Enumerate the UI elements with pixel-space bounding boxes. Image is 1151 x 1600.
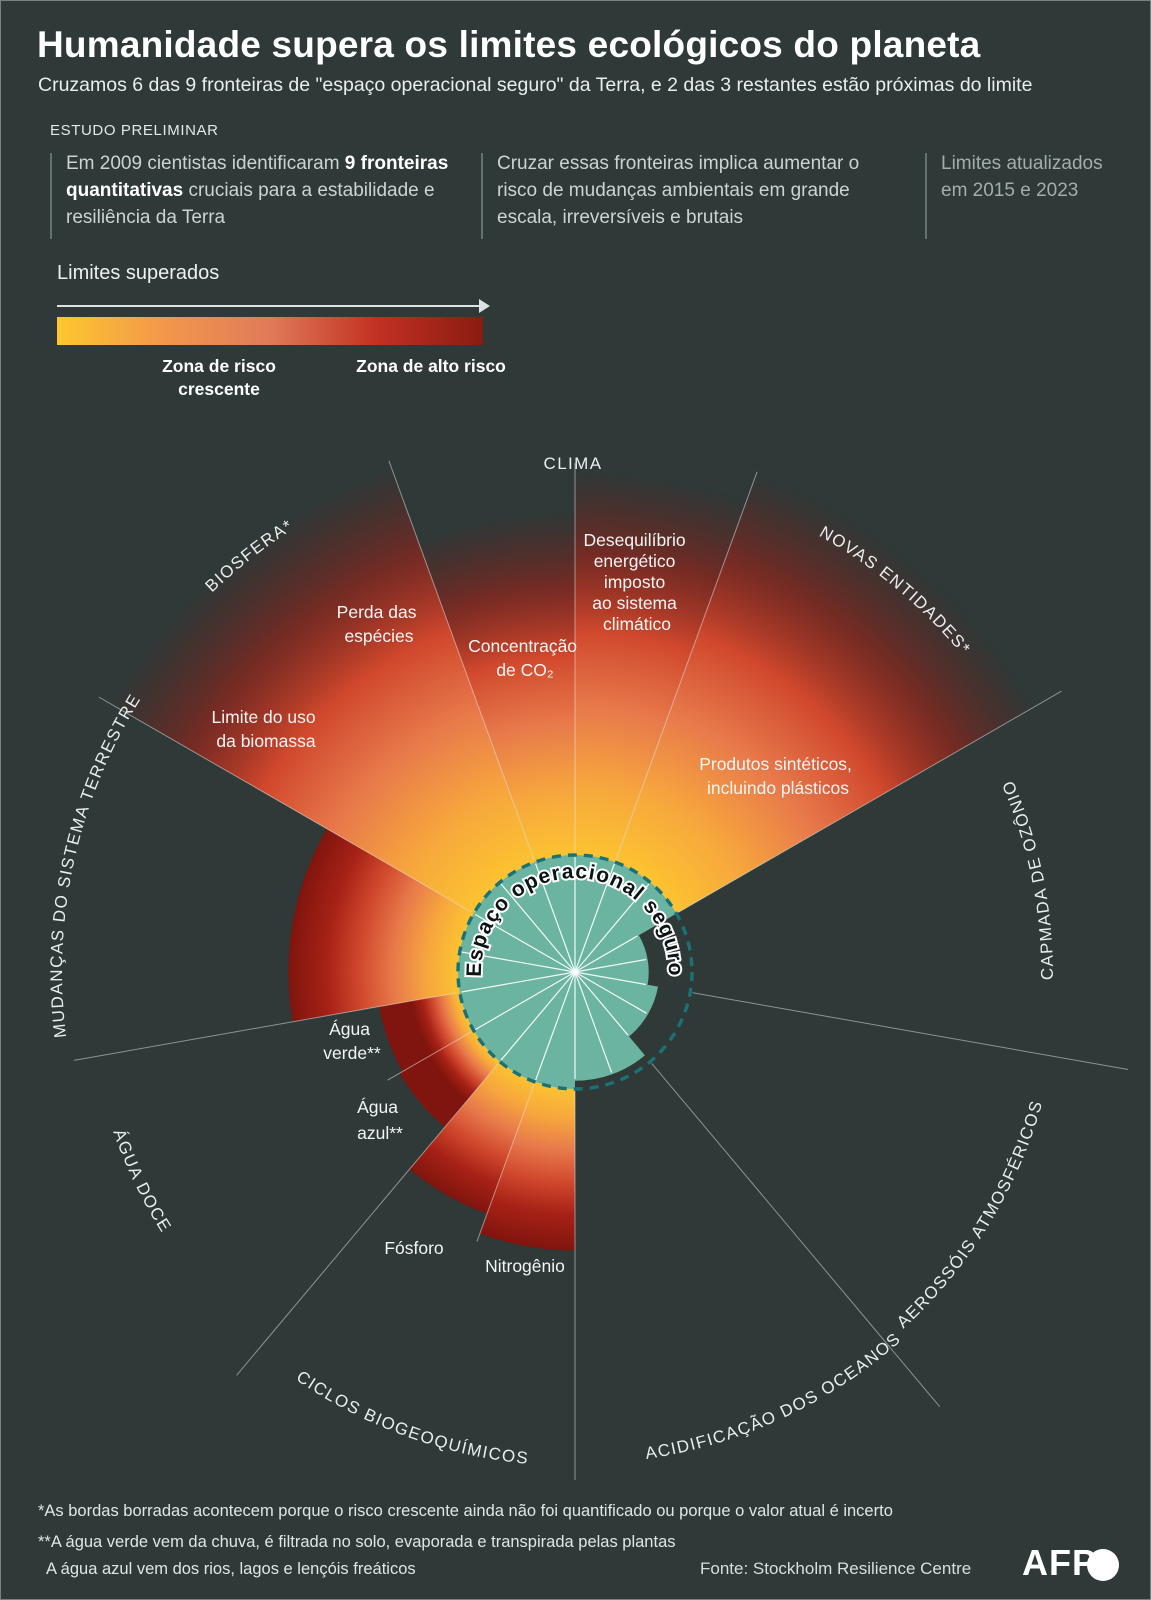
page-subtitle: Cruzamos 6 das 9 fronteiras de "espaço o… xyxy=(38,74,1033,96)
column-rule-3 xyxy=(925,153,927,239)
inner-division-line-240 xyxy=(474,971,576,1031)
inner-division-line-280 xyxy=(461,951,576,973)
sector-label-agua-doce: ÁGUA DOCE xyxy=(109,1127,175,1236)
sector-label-ciclos-biogeoquimicos: CICLOS BIOGEOQUÍMICOS xyxy=(293,1367,530,1468)
column-rule-2 xyxy=(481,153,483,239)
metric-label-nitrogenio: Nitrogênio xyxy=(485,1256,565,1276)
guide-line-340 xyxy=(388,460,535,861)
legend-zone-increasing: Zona de risco crescente xyxy=(162,356,276,399)
guide-line-100 xyxy=(692,992,1129,1070)
study-label: ESTUDO PRELIMINAR xyxy=(50,122,219,139)
guide-line-220 xyxy=(236,1063,499,1376)
boundary-dashed-circle xyxy=(456,853,694,1091)
guide-line-300 xyxy=(98,696,472,913)
inner-division-line-100 xyxy=(574,971,647,986)
sector-label-mudancas-terrestre: MUDANÇAS DO SISTEMA TERRESTRE xyxy=(47,690,145,1039)
sector-label-camada-ozonio: CAPMADA DE OZÔNIO xyxy=(998,777,1057,980)
column-rule-1 xyxy=(50,153,52,239)
intro-column-2: Cruzar essas fronteiras implica aumentar… xyxy=(497,153,860,228)
afp-logo: AFP xyxy=(1022,1542,1097,1583)
metric-label-fosforo: Fósforo xyxy=(384,1238,443,1258)
inner-division-line-220 xyxy=(500,971,576,1061)
inner-division-line-320 xyxy=(500,883,576,973)
metric-label-desequilibrio: Desequilíbrio energético imposto ao sist… xyxy=(583,530,690,634)
legend-zone-high: Zona de alto risco xyxy=(356,356,506,376)
guide-line-20 xyxy=(615,471,758,861)
wedge-co2 xyxy=(416,509,575,972)
metric-label-biomassa: Limite do uso da biomassa xyxy=(212,707,321,751)
sector-guide-lines xyxy=(73,460,1129,1480)
arrow-head-icon xyxy=(479,299,490,313)
safe-operating-space xyxy=(458,855,677,1089)
intro-col1-bold: 9 fronteiras quantitativas xyxy=(66,153,449,201)
page-title: Humanidade supera os limites ecológicos … xyxy=(37,24,981,65)
source-credit: Fonte: Stockholm Resilience Centre xyxy=(700,1559,972,1578)
inner-division-line-200 xyxy=(535,971,576,1081)
metric-label-agua-azul: Água azul** xyxy=(357,1097,403,1143)
metric-label-agua-verde: Água verde** xyxy=(323,1019,381,1063)
safe-space-shape xyxy=(458,855,677,1089)
guide-line-60 xyxy=(678,690,1062,913)
intro-col1-pre: Em 2009 cientistas identificaram xyxy=(66,153,345,174)
metric-label-produtos-sinteticos: Produtos sintéticos, incluindo plásticos xyxy=(699,754,857,798)
inner-division-line-120 xyxy=(574,971,647,1014)
inner-division-line-60 xyxy=(574,935,638,973)
metric-label-perda-especies: Perda das espécies xyxy=(337,602,422,646)
inner-division-line-20 xyxy=(574,863,615,973)
inner-division-line-340 xyxy=(535,863,576,973)
inner-division-line-40 xyxy=(574,883,650,973)
guide-line-140 xyxy=(651,1063,941,1408)
arrow-right-icon xyxy=(57,305,481,307)
sector-label-aerossois: AEROSSÓIS ATMOSFÉRICOS xyxy=(893,1098,1046,1332)
sector-label-acidificacao-oceanos: ACIDIFICAÇÃO DOS OCEANOS xyxy=(644,1329,905,1463)
intro-column-3: Limites atualizados em 2015 e 2023 xyxy=(941,153,1103,201)
footnote-blue-water: A água azul vem dos rios, lagos e lençói… xyxy=(46,1560,416,1578)
inner-division-line-160 xyxy=(574,971,613,1073)
intro-column-1: Em 2009 cientistas identificaram 9 front… xyxy=(66,150,466,231)
safe-space-division-lines xyxy=(461,856,650,1081)
legend-title: Limites superados xyxy=(57,262,220,284)
guide-line-200 xyxy=(476,1083,535,1242)
wedge-desequilibrio xyxy=(575,468,748,972)
sector-label-clima: CLIMA xyxy=(544,454,603,473)
inner-division-line-260 xyxy=(461,971,576,993)
planetary-boundaries-chart: CLIMA NOVAS ENTIDADES* CAPMADA DE OZÔNIO… xyxy=(47,454,1129,1480)
footnote-green-water: **A água verde vem da chuva, é filtrada … xyxy=(38,1533,676,1551)
wedge-novas-entidades xyxy=(575,471,1036,972)
guide-line-260 xyxy=(73,992,458,1061)
legend-gradient-bar xyxy=(57,317,483,345)
guide-line-240 xyxy=(387,1031,472,1081)
inner-division-line-300 xyxy=(474,913,576,973)
footnote-blurred-edges: *As bordas borradas acontecem porque o r… xyxy=(38,1502,893,1520)
inner-division-line-80 xyxy=(574,958,647,973)
afp-logo-circle xyxy=(1087,1549,1119,1581)
metric-label-co2: Concentração de CO₂ xyxy=(468,636,582,680)
intro-col1-post: cruciais para a estabilidade e resiliênc… xyxy=(66,180,435,228)
wedge-biosfera xyxy=(108,466,576,972)
inner-division-line-140 xyxy=(574,971,629,1036)
